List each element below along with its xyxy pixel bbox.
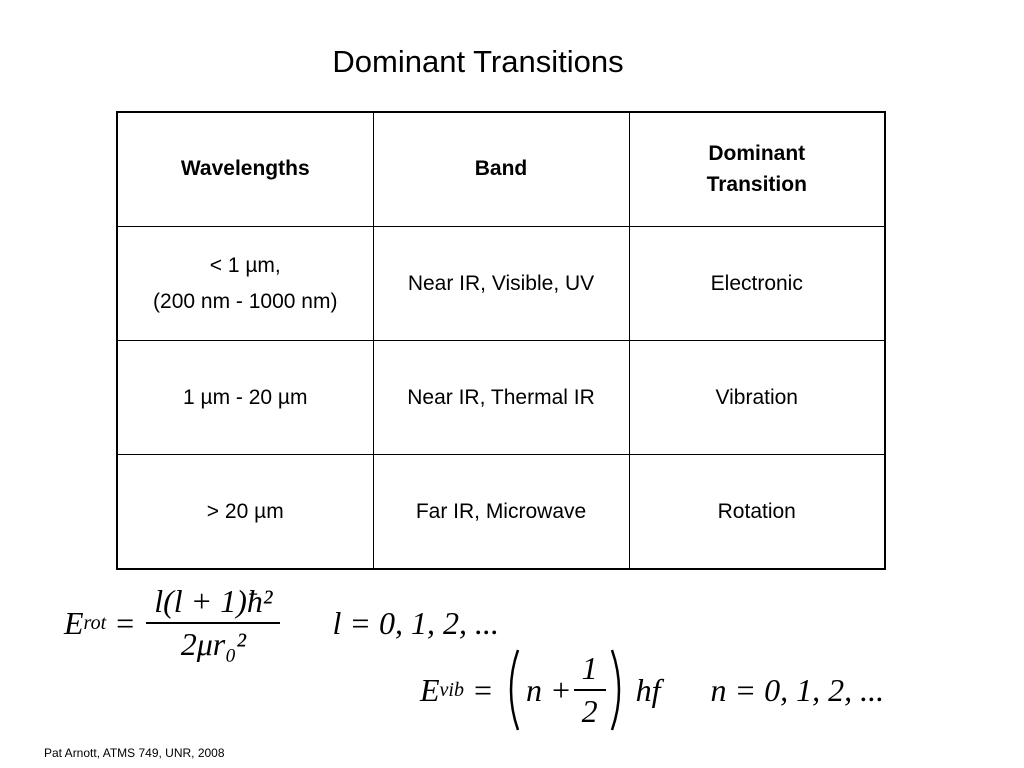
- table-cell: Rotation: [628, 454, 886, 570]
- header-row: Wavelengths Band Dominant Transition: [116, 111, 886, 227]
- cell-text: Rotation: [717, 499, 796, 523]
- eq-factor: hf: [635, 671, 661, 708]
- table-row: < 1 µm, (200 nm - 1000 nm) Near IR, Visibl…: [116, 226, 886, 341]
- eq-symbol: E: [420, 671, 440, 708]
- left-paren: [509, 649, 520, 731]
- table-cell: < 1 µm, (200 nm - 1000 nm): [116, 226, 374, 341]
- eq-symbol: E: [64, 604, 84, 641]
- cell-line: < 1 µm,: [209, 253, 281, 277]
- eq-condition: n = 0, 1, 2, ...: [710, 671, 885, 708]
- eq-relation: =: [473, 671, 493, 708]
- eq-denominator: 2: [573, 689, 606, 730]
- header-text: Band: [474, 157, 528, 181]
- eq-denominator: 2μr₀²: [146, 622, 281, 663]
- header-cell: Wavelengths: [116, 111, 374, 227]
- table-cell: Near IR, Visible, UV: [372, 226, 630, 341]
- table-cell: > 20 µm: [116, 454, 374, 570]
- eq-fraction: l(l + 1)ħ² 2μr₀²: [146, 583, 281, 663]
- table-body: < 1 µm, (200 nm - 1000 nm) Near IR, Visibl…: [116, 226, 886, 570]
- right-paren: [610, 649, 620, 731]
- cell-text: Electronic: [710, 271, 803, 295]
- eq-condition: l = 0, 1, 2, ...: [332, 604, 499, 641]
- table-row: 1 µm - 20 µm Near IR, Thermal IR Vibration: [116, 340, 886, 455]
- eq-numerator: 1: [581, 650, 598, 686]
- table-cell: Vibration: [628, 340, 886, 455]
- cell-text: 1 µm - 20 µm: [182, 385, 308, 409]
- cell-line: (200 nm - 1000 nm): [153, 289, 338, 313]
- eq-subscript: vib: [439, 678, 464, 701]
- eq-subscript: rot: [83, 611, 107, 634]
- eq-term: n +: [526, 671, 572, 708]
- cell-text: Near IR, Visible, UV: [407, 271, 595, 295]
- eq-relation: =: [116, 604, 135, 641]
- table-cell: Electronic: [628, 226, 886, 341]
- header-text: Wavelengths: [180, 157, 310, 181]
- table-cell: 1 µm - 20 µm: [116, 340, 374, 455]
- header-text: Dominant Transition: [706, 142, 807, 196]
- table-row: > 20 µm Far IR, Microwave Rotation: [116, 454, 886, 570]
- transitions-table: Wavelengths Band Dominant Transition < 1 µ…: [116, 111, 886, 570]
- header-cell: Band: [372, 111, 630, 227]
- cell-text: > 20 µm: [206, 499, 284, 523]
- eq-numerator: l(l + 1)ħ²: [154, 583, 273, 619]
- header-cell: Dominant Transition: [628, 111, 886, 227]
- table-cell: Far IR, Microwave: [372, 454, 630, 570]
- cell-text: Near IR, Thermal IR: [407, 385, 595, 409]
- slide-title: Dominant Transitions: [332, 44, 624, 79]
- table-cell: Near IR, Thermal IR: [372, 340, 630, 455]
- cell-text: Far IR, Microwave: [415, 499, 587, 523]
- footer: Pat Arnott, ATMS 749, UNR, 2008: [44, 746, 225, 760]
- eq-fraction: 1 2: [573, 650, 606, 730]
- cell-text: Vibration: [715, 385, 798, 409]
